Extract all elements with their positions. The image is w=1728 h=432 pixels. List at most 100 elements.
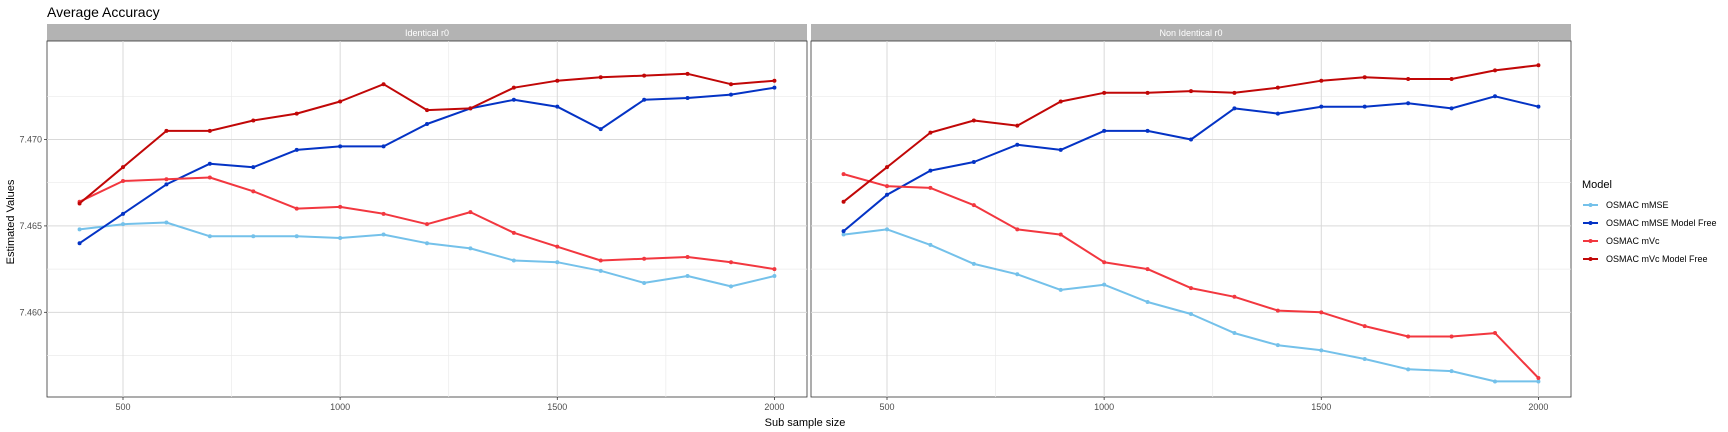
legend-item-osmac-mvc: OSMAC mVc: [1583, 236, 1660, 246]
data-point: [1536, 63, 1541, 68]
data-point: [381, 144, 386, 149]
data-point: [1449, 106, 1454, 111]
data-point: [1189, 89, 1193, 94]
data-point: [885, 165, 889, 170]
data-point: [598, 75, 603, 80]
legend-item-osmac-mmse-model-free: OSMAC mMSE Model Free: [1583, 218, 1717, 228]
data-point: [468, 106, 473, 111]
data-point: [425, 222, 429, 227]
data-point: [207, 234, 212, 239]
data-point: [1319, 78, 1324, 83]
data-point: [1102, 282, 1107, 287]
data-point: [772, 78, 777, 83]
data-point: [77, 241, 82, 246]
data-point: [1536, 379, 1541, 384]
data-point: [251, 165, 256, 170]
legend-title: Model: [1582, 179, 1612, 191]
data-point: [1058, 99, 1063, 104]
legend-label: OSMAC mVc Model Free: [1606, 254, 1708, 264]
data-point: [772, 274, 777, 279]
panel-non-identical-r0: Non Identical r0 500 1000 1500 2000: [810, 24, 1572, 412]
data-point: [1145, 299, 1150, 304]
series-osmac-mvc: [841, 172, 1541, 380]
legend-key-point: [1588, 221, 1593, 225]
data-point: [1145, 267, 1150, 272]
data-point: [294, 206, 299, 211]
x-tick-label: 500: [115, 402, 130, 412]
data-point: [381, 232, 386, 237]
data-point: [1275, 308, 1280, 313]
data-point: [1102, 260, 1107, 265]
data-point: [338, 204, 343, 209]
data-point: [841, 229, 846, 234]
data-point: [251, 234, 256, 239]
y-axis-title: Estimated Values: [5, 179, 17, 264]
data-point: [77, 201, 82, 206]
data-point: [1406, 334, 1411, 339]
x-tick-label: 1500: [547, 402, 567, 412]
data-point: [1232, 331, 1237, 336]
data-point: [164, 177, 169, 182]
data-point: [729, 92, 733, 97]
strip-background: [47, 24, 807, 41]
legend-key-point: [1588, 257, 1593, 261]
data-point: [1189, 137, 1193, 142]
data-point: [381, 82, 386, 87]
data-point: [642, 97, 647, 102]
data-point: [1145, 90, 1150, 95]
data-point: [1319, 310, 1324, 315]
data-point: [841, 199, 846, 204]
data-point: [1406, 77, 1411, 82]
data-point: [971, 203, 976, 208]
data-point: [207, 128, 212, 133]
data-point: [555, 260, 560, 265]
legend: Model OSMAC mMSE OSMAC mMSE Model Free OSM…: [1582, 179, 1717, 264]
data-point: [381, 211, 386, 216]
legend-label: OSMAC mMSE Model Free: [1606, 218, 1717, 228]
data-point: [598, 127, 603, 132]
data-point: [1058, 287, 1063, 292]
legend-label: OSMAC mMSE: [1606, 200, 1669, 210]
data-point: [1275, 111, 1280, 116]
data-point: [1493, 379, 1497, 384]
data-point: [1015, 142, 1020, 147]
data-point: [1232, 90, 1237, 95]
data-point: [729, 284, 733, 289]
data-point: [685, 96, 690, 101]
data-point: [164, 128, 169, 133]
data-point: [1058, 232, 1063, 237]
legend-key-point: [1588, 203, 1593, 207]
data-point: [425, 108, 429, 113]
data-point: [1406, 101, 1411, 106]
series-osmac-mmse: [841, 227, 1541, 384]
x-tick-label: 1000: [1094, 402, 1114, 412]
data-point: [1493, 331, 1497, 336]
data-point: [1319, 104, 1324, 109]
x-tick-label: 1500: [1311, 402, 1331, 412]
data-point: [251, 189, 256, 194]
chart-title: Average Accuracy: [47, 4, 160, 20]
data-point: [1015, 272, 1020, 277]
data-point: [1493, 94, 1497, 99]
data-point: [928, 130, 933, 135]
data-point: [511, 97, 516, 102]
data-point: [772, 85, 777, 90]
data-point: [1275, 343, 1280, 348]
data-point: [971, 159, 976, 164]
data-point: [77, 227, 82, 232]
data-point: [1362, 104, 1367, 109]
data-point: [121, 178, 125, 183]
data-point: [338, 236, 343, 241]
y-tick-label: 7.460: [19, 307, 42, 317]
data-point: [1449, 334, 1454, 339]
strip-label: Non Identical r0: [1159, 28, 1222, 38]
data-point: [1449, 77, 1454, 82]
data-point: [164, 182, 169, 187]
data-point: [1015, 227, 1020, 232]
series-osmac-mmse: [77, 220, 777, 289]
data-point: [121, 165, 125, 170]
data-point: [598, 268, 603, 273]
data-point: [468, 246, 473, 251]
data-point: [729, 82, 733, 87]
x-tick-label: 2000: [1528, 402, 1548, 412]
